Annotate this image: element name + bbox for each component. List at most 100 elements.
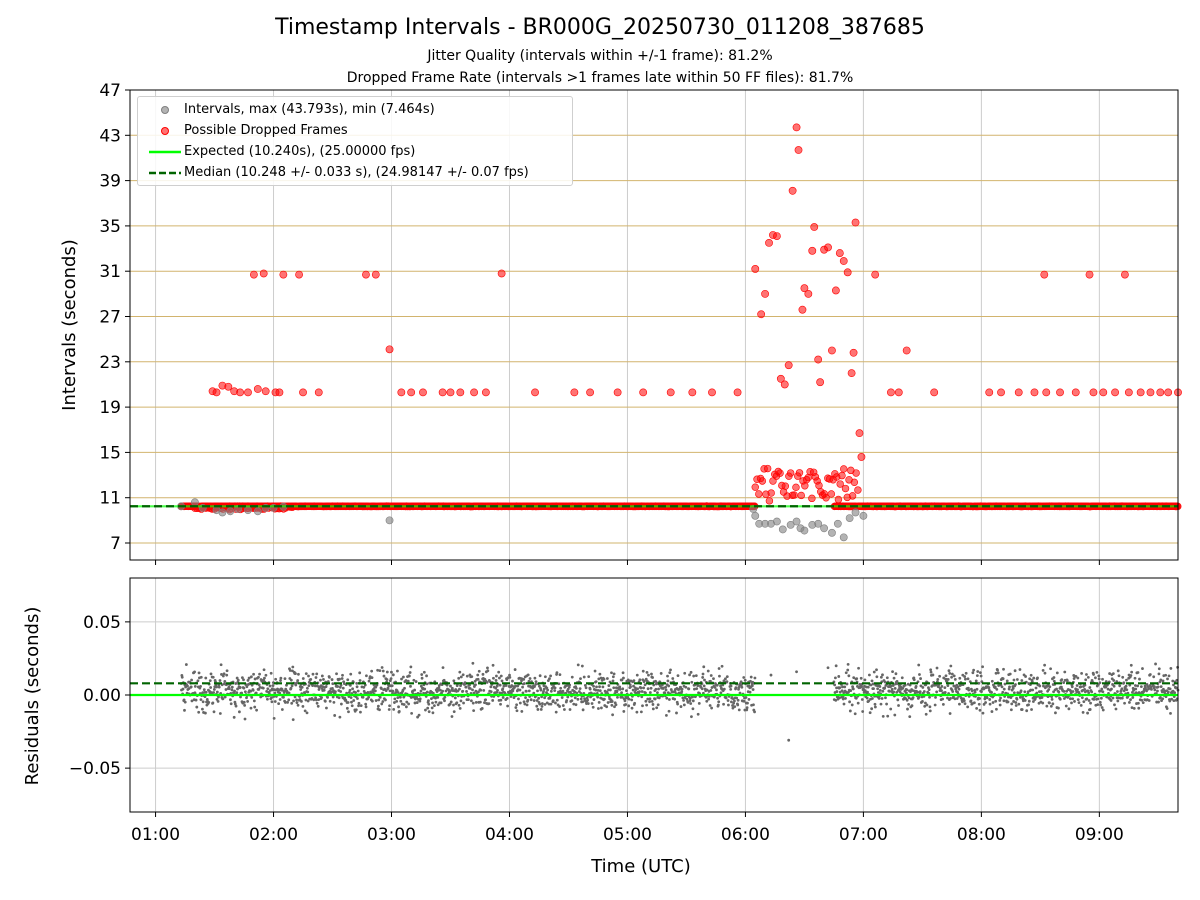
residual-point xyxy=(441,689,445,693)
residual-point xyxy=(1086,711,1089,715)
residual-point xyxy=(427,699,430,703)
residual-point xyxy=(1029,673,1033,677)
residual-point xyxy=(1034,686,1038,690)
residual-point xyxy=(688,696,692,700)
residual-point xyxy=(204,711,207,715)
residual-point xyxy=(312,698,316,702)
residual-point xyxy=(379,687,383,690)
residual-point xyxy=(459,699,463,703)
residual-point xyxy=(702,684,706,688)
residual-point xyxy=(484,698,487,702)
residual-point xyxy=(1006,700,1010,704)
residual-point xyxy=(282,691,286,694)
residual-point xyxy=(286,700,289,704)
residual-point xyxy=(906,707,909,711)
residual-point xyxy=(291,718,295,722)
dropped-frame-point xyxy=(834,495,843,504)
residual-point xyxy=(524,696,527,700)
residual-point xyxy=(641,704,644,708)
residual-point xyxy=(731,706,735,710)
residual-point xyxy=(843,685,847,689)
residual-point xyxy=(522,700,526,704)
residual-point xyxy=(331,682,335,686)
interval-point xyxy=(833,519,842,528)
residual-point xyxy=(221,674,225,678)
dropped-frame-point xyxy=(997,388,1005,397)
residual-point xyxy=(869,683,873,687)
residual-point xyxy=(972,701,976,705)
residual-point xyxy=(540,704,544,708)
residual-point xyxy=(515,703,518,707)
residual-point xyxy=(524,689,528,693)
residual-point xyxy=(1100,687,1104,691)
residual-point xyxy=(1027,703,1030,707)
residual-point xyxy=(928,705,932,709)
residual-point xyxy=(991,701,995,704)
residual-point xyxy=(696,684,700,688)
residual-point xyxy=(352,699,356,702)
residual-point xyxy=(627,704,631,708)
residual-point xyxy=(620,691,623,695)
y-tick-label: 0.05 xyxy=(83,613,121,633)
residual-point xyxy=(359,704,363,708)
x-tick-label: 02:00 xyxy=(249,825,298,845)
dropped-frame-point xyxy=(781,482,790,490)
residual-point xyxy=(472,691,476,695)
residual-point xyxy=(892,676,896,680)
residual-point xyxy=(509,691,513,695)
residual-point xyxy=(870,707,874,711)
residual-point xyxy=(847,674,851,678)
interval-point xyxy=(792,517,801,526)
residual-point xyxy=(1112,679,1116,682)
dropped-frame-point xyxy=(275,388,284,397)
residual-point xyxy=(243,703,247,707)
residual-point xyxy=(706,669,710,673)
residual-point xyxy=(687,687,691,691)
dropped-frame-point xyxy=(757,310,766,319)
residual-point xyxy=(736,703,740,707)
interval-point xyxy=(820,524,828,533)
dropped-frame-point xyxy=(1014,388,1023,397)
dropped-frame-point xyxy=(224,382,233,391)
residual-point xyxy=(499,674,503,678)
residual-point xyxy=(747,697,751,701)
residual-point xyxy=(585,696,589,700)
residual-point xyxy=(1148,673,1152,676)
residual-point xyxy=(452,679,456,683)
interval-point xyxy=(218,508,227,517)
dropped-frame-point xyxy=(244,388,252,397)
residual-point xyxy=(339,683,343,687)
residual-point xyxy=(610,700,614,703)
residual-point xyxy=(518,688,522,692)
residual-point xyxy=(1063,670,1067,674)
dropped-frame-point xyxy=(586,388,594,397)
residual-point xyxy=(574,703,578,707)
residual-point xyxy=(304,672,308,676)
residual-point xyxy=(632,679,636,683)
residual-point xyxy=(242,678,245,682)
residual-point xyxy=(408,671,412,674)
residual-point xyxy=(691,707,695,711)
residual-point xyxy=(1085,697,1089,701)
residual-point xyxy=(538,674,542,678)
residual-point xyxy=(769,673,773,677)
residual-point xyxy=(380,666,384,669)
intervals-plot: 7 11 15 19 23 27 31 35 39 43 47 Intervals (seconds) xyxy=(59,81,1182,565)
residual-point xyxy=(1048,685,1052,689)
residual-point xyxy=(684,685,688,689)
residual-point xyxy=(306,699,310,703)
residual-point xyxy=(1129,663,1133,667)
residual-point xyxy=(536,708,540,711)
red-dot-icon xyxy=(161,127,169,135)
residual-point xyxy=(1153,685,1156,689)
residual-point xyxy=(1005,679,1009,683)
residual-point xyxy=(602,697,606,701)
residual-point xyxy=(700,687,704,691)
residual-point xyxy=(834,664,838,668)
residual-point xyxy=(422,670,426,674)
residual-point xyxy=(425,690,429,694)
residual-point xyxy=(580,664,584,668)
residual-point xyxy=(1130,706,1134,710)
residual-point xyxy=(211,675,215,679)
dropped-frame-point xyxy=(851,218,860,227)
